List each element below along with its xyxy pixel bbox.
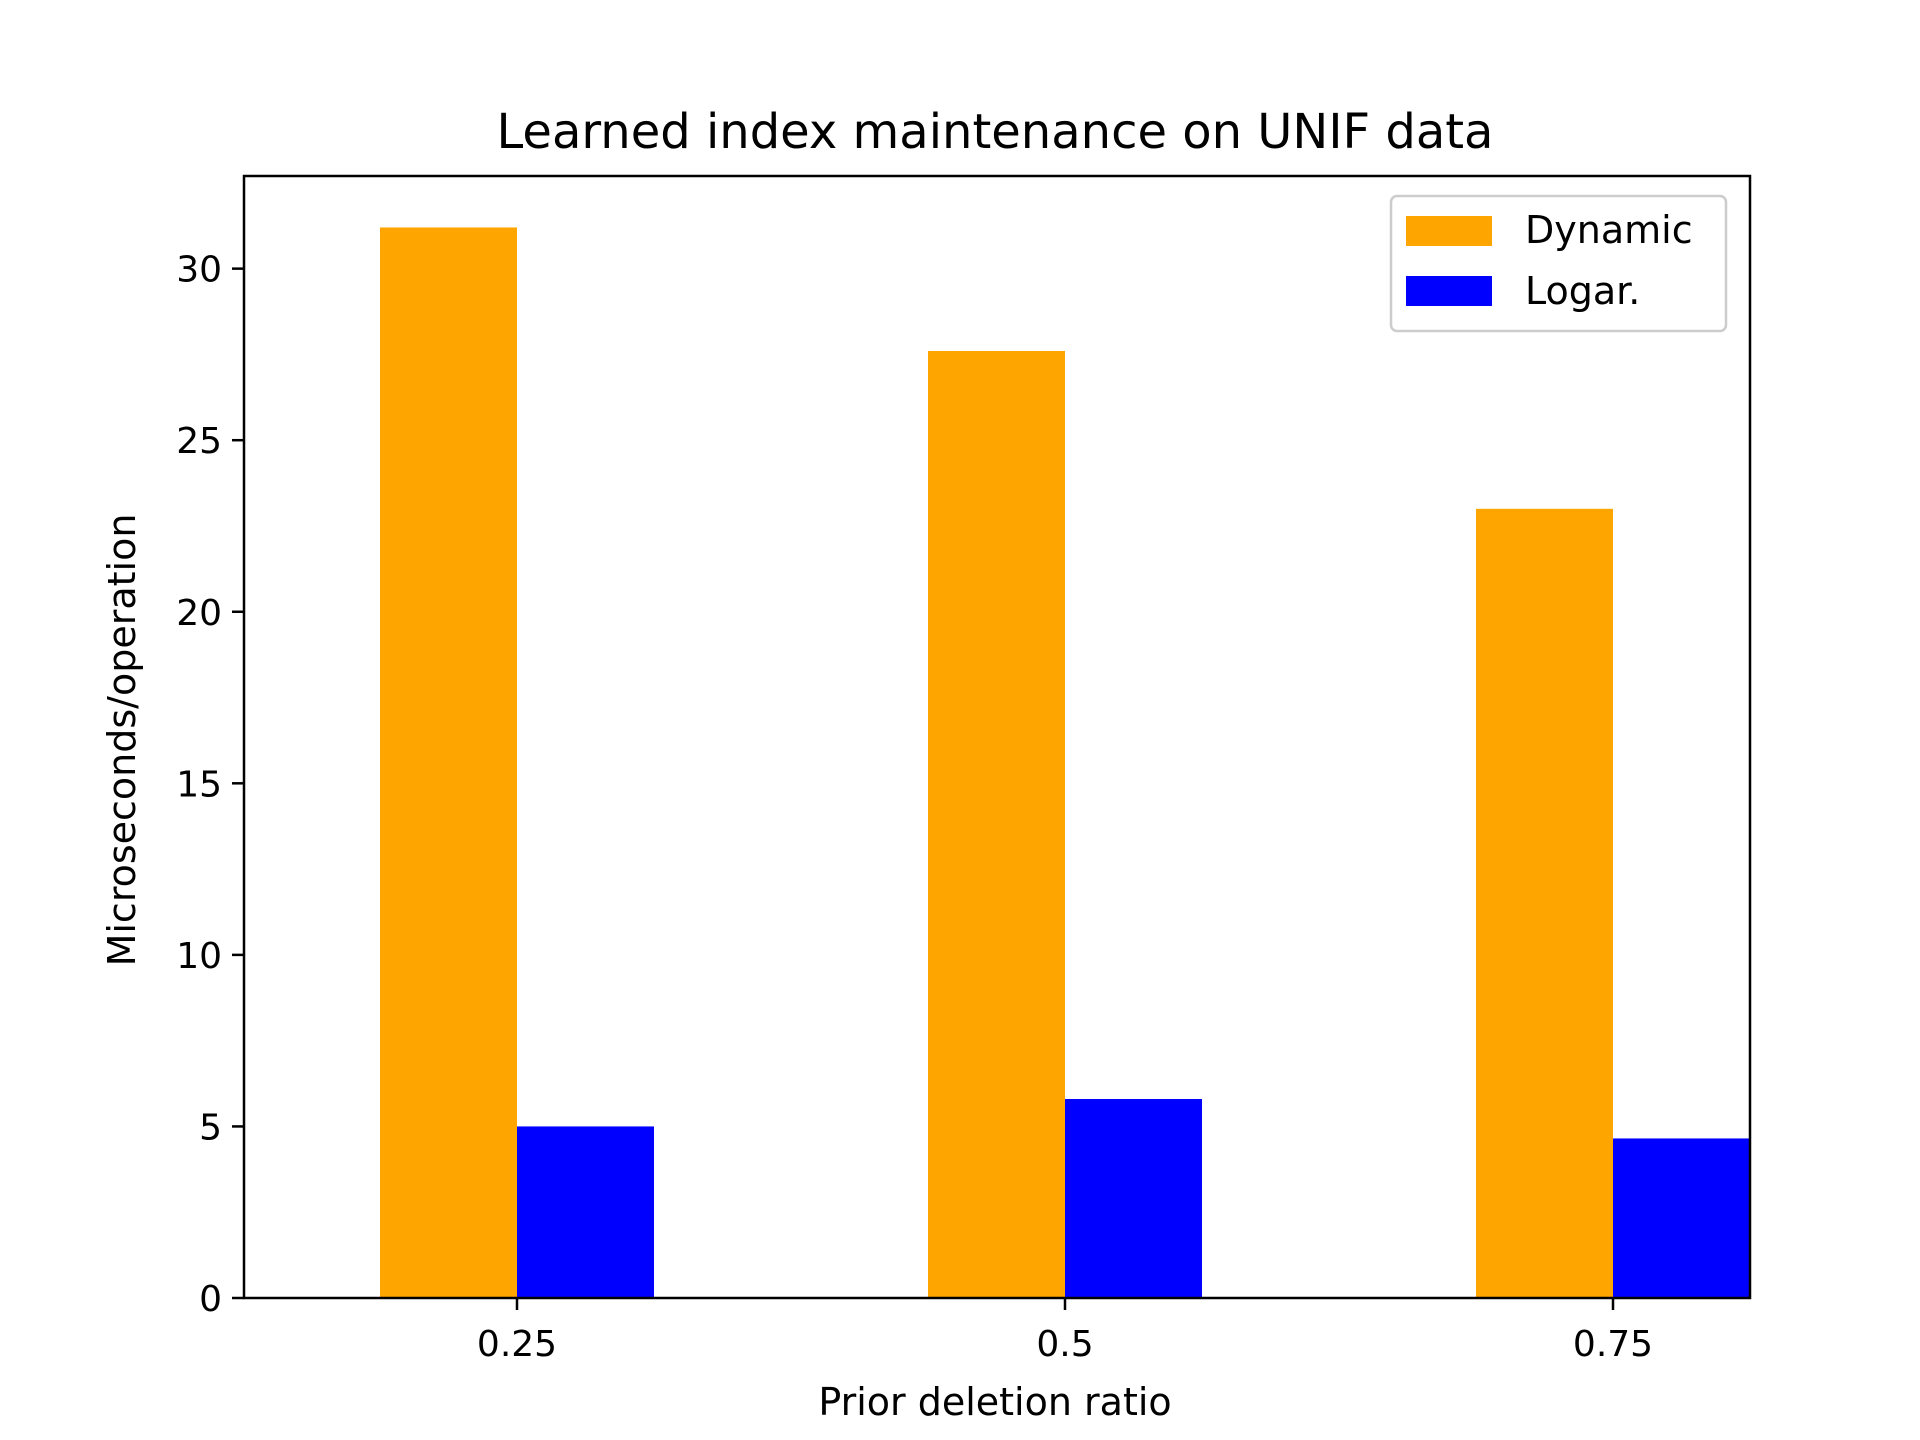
y-axis-label: Microseconds/operation: [100, 514, 144, 967]
bar-dynamic-0-75: [1476, 508, 1613, 1298]
bar-logar-0-75: [1613, 1138, 1750, 1298]
y-tick-label: 15: [176, 764, 222, 805]
bar-logar-0-5: [1065, 1098, 1202, 1298]
x-tick-label: 0.5: [1036, 1324, 1093, 1365]
bar-dynamic-0-5: [928, 350, 1065, 1298]
y-tick-label: 25: [176, 421, 222, 462]
y-tick-label: 5: [199, 1107, 222, 1148]
y-tick-label: 0: [199, 1279, 222, 1320]
legend-swatch-dynamic: [1406, 216, 1492, 246]
x-axis: 0.25 0.5 0.75: [477, 1298, 1653, 1365]
chart-title: Learned index maintenance on UNIF data: [497, 104, 1494, 160]
y-tick-label: 20: [176, 593, 222, 634]
y-tick-label: 10: [176, 936, 222, 977]
plot-frame: [242, 174, 1752, 1300]
x-tick-label: 0.75: [1573, 1324, 1653, 1365]
bar-logar-0-25: [517, 1126, 654, 1298]
x-tick-label: 0.25: [477, 1324, 557, 1365]
x-axis-label: Prior deletion ratio: [818, 1380, 1171, 1424]
y-axis: 0 5 10 15 20 25 30: [176, 250, 244, 1320]
bar-dynamic-0-25: [380, 227, 517, 1298]
legend: Dynamic Logar.: [1389, 194, 1728, 333]
legend-label-dynamic: Dynamic: [1525, 208, 1693, 252]
bars-group: [380, 227, 1750, 1298]
legend-swatch-logar: [1406, 276, 1492, 306]
y-tick-label: 30: [176, 250, 222, 291]
legend-label-logar: Logar.: [1525, 269, 1640, 313]
